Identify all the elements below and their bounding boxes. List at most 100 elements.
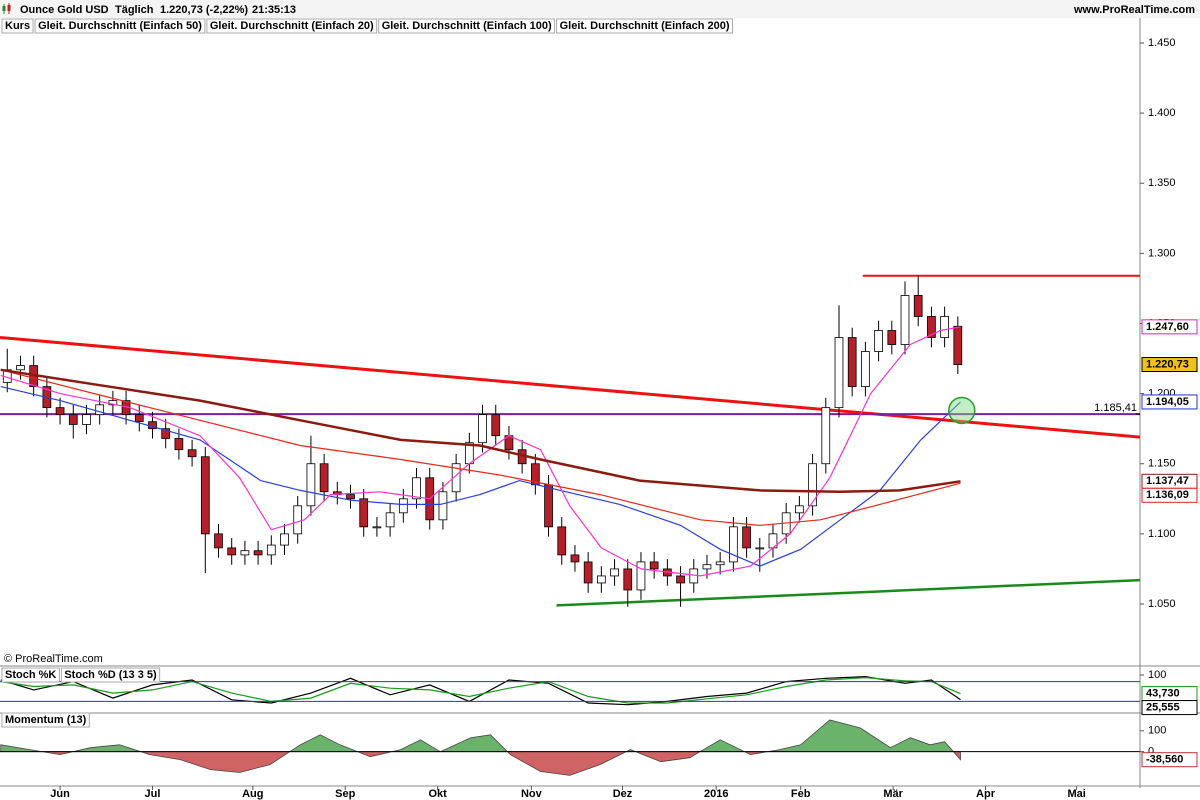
oscillator-line <box>0 676 961 704</box>
oscillator-line <box>0 675 961 706</box>
candle-body <box>570 554 580 563</box>
marker-label: 1.194,05 <box>1146 396 1189 408</box>
legend-box <box>34 18 206 34</box>
x-tick-label: Okt <box>428 788 447 800</box>
candle-body <box>240 550 250 556</box>
candle-body <box>544 484 553 528</box>
candle-body <box>834 337 844 409</box>
marker-label: -38,560 <box>1146 754 1183 766</box>
marker-box <box>1141 487 1198 503</box>
x-tick-label: 2016 <box>704 788 728 800</box>
time: 21:35:13 <box>252 4 296 16</box>
marker-label: 1.185,41 <box>1094 402 1137 414</box>
candle-body <box>16 365 25 371</box>
legend-box <box>378 18 556 34</box>
candle-body <box>95 404 105 416</box>
candle-body <box>729 526 738 563</box>
legend-entry: Momentum (13) <box>5 714 87 726</box>
candle-body <box>887 330 897 345</box>
plot-area <box>0 719 961 776</box>
moving-average <box>0 369 961 527</box>
legend-box <box>556 18 734 34</box>
candle-body <box>134 414 144 423</box>
candle-body <box>808 463 817 507</box>
candle-body <box>927 316 936 338</box>
marker-label: 1.247,60 <box>1146 321 1189 333</box>
moving-average <box>0 368 961 494</box>
candle-body <box>900 295 910 345</box>
x-tick-label: Feb <box>791 788 811 800</box>
legend-title: Kurs <box>5 20 30 32</box>
copyright: © ProRealTime.com <box>4 653 103 665</box>
marker-label: 1.136,09 <box>1146 489 1189 501</box>
candle-body <box>795 505 804 514</box>
candle-body <box>649 561 659 570</box>
candle-body <box>227 547 237 556</box>
candle-body <box>821 407 831 465</box>
marker-label: 43,730 <box>1146 687 1180 699</box>
candle-body <box>676 575 685 584</box>
marker-label: 25,555 <box>1146 701 1180 713</box>
candle-body <box>359 498 369 528</box>
quote: 1.220,73 (-2,22%) <box>160 4 248 16</box>
candle-body <box>623 568 633 591</box>
plot-area <box>0 675 961 706</box>
legend-box <box>1 667 60 683</box>
candle-body <box>253 550 263 556</box>
marker-box <box>1141 394 1198 410</box>
candle-body <box>68 414 78 425</box>
candle-body <box>636 561 646 591</box>
candle-body <box>293 505 303 535</box>
candle-body <box>861 351 870 387</box>
legend-box <box>206 18 378 34</box>
x-tick-label: Jul <box>145 788 161 800</box>
candle-body <box>953 325 963 365</box>
marker-box <box>1141 357 1198 373</box>
header-bar <box>0 0 1200 18</box>
candle-body <box>583 561 593 584</box>
candle-body <box>715 561 725 566</box>
candle-body <box>346 494 355 500</box>
site: www.ProRealTime.com <box>1073 4 1195 16</box>
candle-body <box>412 477 421 500</box>
x-tick-label: Dez <box>613 788 633 800</box>
candle-body <box>161 428 171 439</box>
marker-box <box>1141 752 1198 768</box>
period: Täglich <box>115 4 154 16</box>
candle-body <box>385 512 395 528</box>
candle-body <box>478 414 487 444</box>
legend-box <box>1 712 90 728</box>
legend-entry: Gleit. Durchschnitt (Einfach 50) <box>38 20 202 32</box>
candle-body <box>596 575 606 584</box>
candle-body <box>398 498 408 514</box>
candle-body <box>940 316 949 338</box>
legend-box <box>1 18 34 34</box>
y-tick-label: 1.350 <box>1148 177 1176 189</box>
marker-box <box>1141 700 1198 716</box>
marker-label: 1.137,47 <box>1146 475 1189 487</box>
moving-average <box>0 326 961 577</box>
candle-body <box>847 337 857 387</box>
x-tick-label: Apr <box>976 788 996 800</box>
candle-body <box>306 463 316 507</box>
candle-body <box>266 544 276 556</box>
instrument: Ounce Gold USD <box>20 4 109 16</box>
x-tick-label: Mär <box>883 788 903 800</box>
candle-body <box>702 564 712 570</box>
candle-body <box>174 438 184 451</box>
x-tick-label: Nov <box>521 788 543 800</box>
candle-body <box>108 400 118 406</box>
highlight-circle <box>948 396 976 425</box>
y-tick-label: 1.300 <box>1148 247 1176 259</box>
candle-body <box>319 463 329 493</box>
candle-body <box>742 526 751 549</box>
y-tick-label: 0 <box>1148 746 1154 758</box>
y-tick-label: 1.450 <box>1148 37 1176 49</box>
y-tick-label: 1.400 <box>1148 107 1176 119</box>
candle-body <box>451 463 461 493</box>
legend-entry: Gleit. Durchschnitt (Einfach 100) <box>382 20 552 32</box>
candle-body <box>55 407 65 416</box>
y-tick-label: 1.100 <box>1148 528 1176 540</box>
